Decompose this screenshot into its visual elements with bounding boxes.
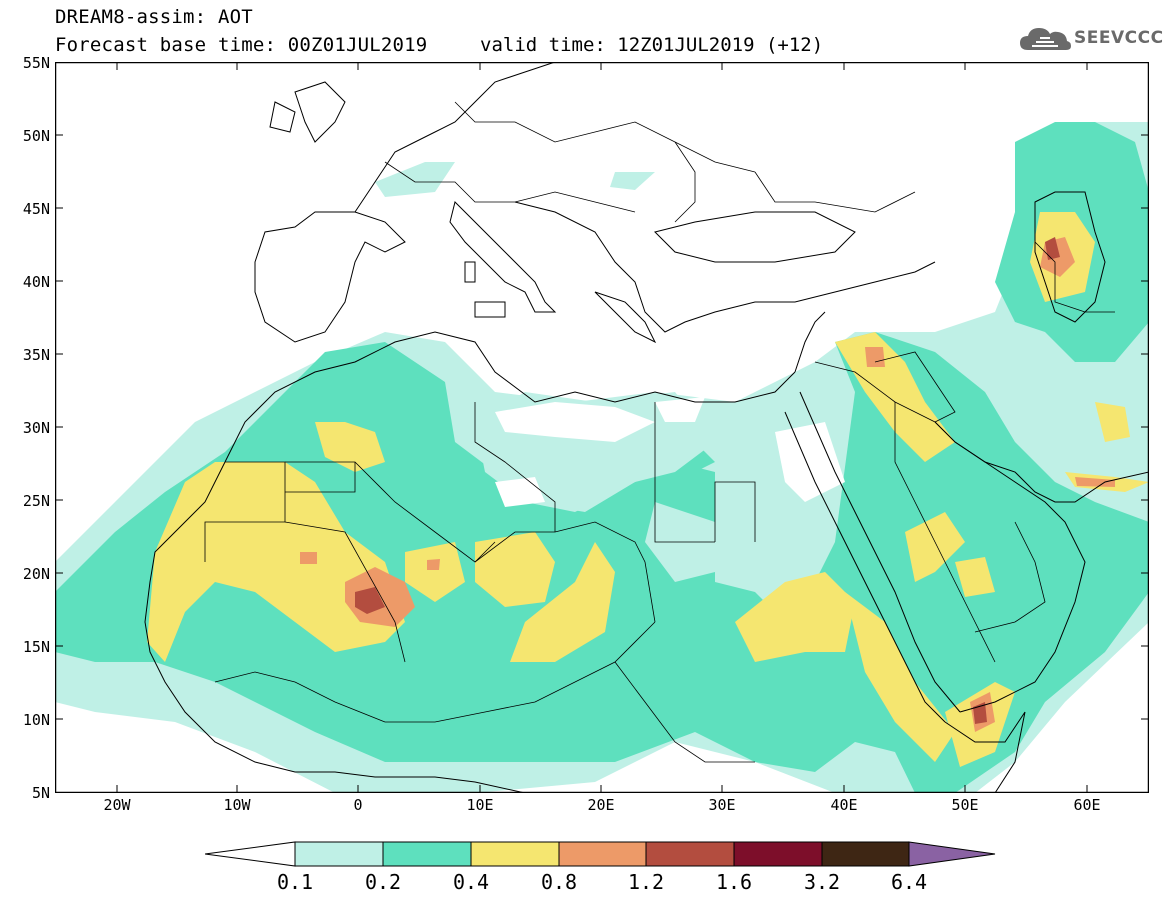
legend-colorbar (205, 841, 996, 867)
lat-label-40n: 40N (22, 273, 50, 291)
lon-label-50e: 50E (951, 796, 979, 814)
aot-map (55, 62, 1149, 793)
lon-ticks (116, 62, 1088, 793)
lat-label-35n: 35N (22, 346, 50, 364)
legend-swatch-above-6.4 (908, 841, 996, 867)
lat-ticks (55, 134, 1149, 720)
valid-time: valid time: 12Z01JUL2019 (+12) (480, 34, 824, 56)
lat-label-5n: 5N (31, 784, 50, 802)
legend-swatch-0.8-1.2 (558, 841, 647, 867)
lat-label-10n: 10N (22, 711, 50, 729)
legend-label-3.2: 3.2 (803, 870, 841, 894)
legend-swatch-1.6-3.2 (733, 841, 823, 867)
lon-label-0: 0 (353, 796, 363, 814)
lon-label-20e: 20E (587, 796, 615, 814)
legend-label-0.1: 0.1 (276, 870, 314, 894)
legend-label-0.4: 0.4 (452, 870, 490, 894)
legend-label-0.2: 0.2 (364, 870, 402, 894)
legend-swatch-below-0.1 (205, 841, 296, 867)
cloud-icon (1020, 28, 1071, 50)
legend-swatch-0.2-0.4 (382, 841, 472, 867)
lat-label-30n: 30N (22, 419, 50, 437)
lat-label-20n: 20N (22, 565, 50, 583)
lat-label-45n: 45N (22, 200, 50, 218)
legend-label-1.6: 1.6 (715, 870, 753, 894)
map-title: DREAM8-assim: AOT (55, 6, 253, 28)
aot-contour-0.4 (147, 212, 1149, 767)
coastlines (144, 62, 1149, 793)
legend-label-0.8: 0.8 (540, 870, 578, 894)
lon-label-60e: 60E (1073, 796, 1101, 814)
seevccc-logo: SEEVCCC (1018, 24, 1163, 56)
country-borders (204, 101, 1115, 763)
legend-label-6.4: 6.4 (890, 870, 928, 894)
lon-label-10w: 10W (223, 796, 251, 814)
legend-swatch-0.1-0.2 (294, 841, 384, 867)
legend-label-1.2: 1.2 (627, 870, 665, 894)
lat-label-15n: 15N (22, 638, 50, 656)
logo-text: SEEVCCC (1074, 28, 1164, 48)
legend-swatch-0.4-0.8 (470, 841, 560, 867)
lon-label-20w: 20W (103, 796, 131, 814)
lon-label-40e: 40E (830, 796, 858, 814)
lat-label-55n: 55N (22, 54, 50, 72)
legend-swatch-1.2-1.6 (645, 841, 735, 867)
lat-label-25n: 25N (22, 492, 50, 510)
lat-label-50n: 50N (22, 127, 50, 145)
forecast-base-time: Forecast base time: 00Z01JUL2019 (55, 34, 428, 56)
lon-label-10e: 10E (466, 796, 494, 814)
legend-swatch-3.2-6.4 (821, 841, 910, 867)
lon-label-30e: 30E (708, 796, 736, 814)
